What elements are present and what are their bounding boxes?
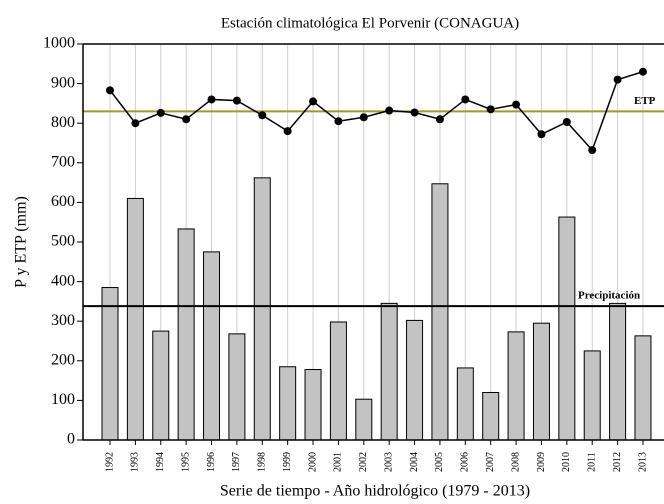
y-tick-label: 1000: [43, 35, 75, 52]
x-tick-label: 1997: [231, 452, 242, 472]
bar: [101, 287, 119, 441]
x-tick-label: 2002: [358, 452, 369, 472]
point: [232, 96, 241, 105]
x-tick-label: 1996: [206, 452, 217, 472]
y-tick-label: 700: [51, 153, 75, 170]
bar: [431, 183, 449, 441]
point: [486, 105, 495, 114]
bar: [532, 322, 550, 441]
x-tick-label: 2006: [460, 452, 471, 472]
y-tick-label: 900: [51, 74, 75, 91]
bar: [380, 302, 398, 441]
point: [461, 95, 470, 104]
x-tick-label: 2011: [587, 452, 598, 472]
bar: [634, 335, 652, 441]
point: [613, 75, 622, 84]
bar: [203, 251, 221, 441]
bar: [482, 391, 500, 441]
bar: [177, 228, 195, 441]
x-tick-label: 2003: [383, 452, 394, 472]
point: [106, 86, 114, 95]
bar: [126, 197, 144, 441]
x-tick-label: 1998: [257, 452, 268, 472]
y-axis-title: P y ETP (mm): [13, 196, 30, 288]
point: [537, 130, 546, 139]
bar: [228, 333, 246, 441]
point: [334, 117, 343, 126]
bar: [456, 367, 474, 441]
chart-title: Estación climatológica El Porvenir (CONA…: [221, 15, 519, 31]
bar: [507, 331, 525, 441]
bar: [609, 302, 627, 441]
point: [207, 95, 216, 104]
point: [435, 115, 444, 124]
point: [638, 67, 647, 76]
bar: [583, 350, 601, 441]
point: [156, 108, 165, 117]
x-tick-label: 2012: [612, 452, 623, 472]
bar: [355, 398, 373, 441]
x-tick-label: 1992: [104, 452, 115, 472]
x-axis-title: Serie de tiempo - Año hidrológico (1979 …: [220, 483, 530, 500]
bar: [304, 369, 322, 441]
y-tick-label: 0: [67, 431, 75, 448]
x-tick-label: 2004: [409, 452, 420, 472]
x-tick-label: 2009: [536, 452, 547, 472]
y-tick-label: 200: [51, 351, 75, 368]
y-tick-label: 400: [51, 272, 75, 289]
point: [309, 97, 318, 106]
x-tick-label: 2000: [307, 452, 318, 472]
point: [258, 111, 267, 120]
reference-label: Precipitación: [578, 290, 640, 302]
point: [283, 127, 292, 136]
point: [359, 113, 368, 122]
x-tick-label: 2007: [485, 452, 496, 472]
reference-label: ETP: [634, 95, 656, 107]
y-tick-label: 600: [51, 193, 75, 210]
x-tick-label: 1999: [282, 452, 293, 472]
x-tick-label: 2001: [333, 452, 344, 472]
bar: [253, 177, 271, 441]
y-tick-label: 300: [51, 312, 75, 329]
point: [588, 146, 597, 155]
bar: [406, 319, 424, 441]
x-tick-label: 2005: [434, 452, 445, 472]
y-tick-label: 500: [51, 233, 75, 250]
point: [182, 115, 191, 124]
x-tick-label: 2008: [510, 452, 521, 472]
x-tick-label: 1993: [130, 452, 141, 472]
bar: [329, 321, 347, 441]
point: [131, 119, 140, 128]
x-tick-label: 1995: [180, 452, 191, 472]
bar: [558, 216, 576, 441]
point: [410, 108, 419, 117]
point: [385, 106, 394, 115]
bar: [279, 366, 297, 441]
x-tick-label: 2013: [637, 452, 648, 472]
point: [562, 118, 571, 127]
y-tick-label: 100: [51, 391, 75, 408]
x-tick-label: 2010: [561, 452, 572, 472]
x-tick-label: 1994: [155, 452, 166, 472]
point: [512, 100, 521, 109]
bar: [152, 330, 170, 441]
y-tick-label: 800: [51, 114, 75, 131]
line: [109, 71, 644, 152]
